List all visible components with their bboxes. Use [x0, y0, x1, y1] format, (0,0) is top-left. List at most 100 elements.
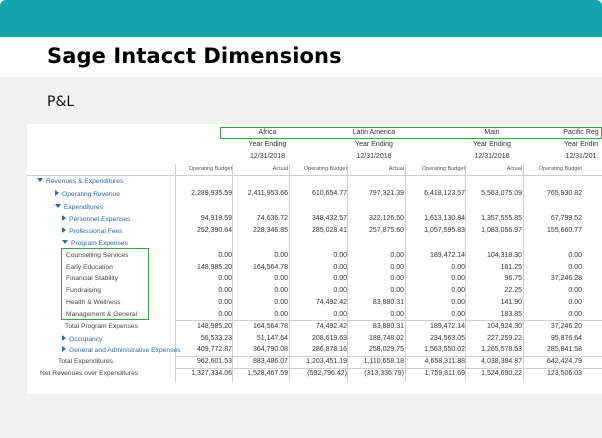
row-label-text: Early Education: [66, 264, 113, 271]
value-cell: 37,246.20: [550, 323, 582, 330]
column-divider: [347, 164, 348, 382]
value-cell: 155,660.77: [546, 227, 582, 234]
total-line: [175, 356, 602, 357]
value-cell: 161.25: [500, 264, 522, 271]
period-label: Year Ending: [473, 141, 511, 148]
value-cell: 0.00: [218, 287, 232, 294]
row-label-3[interactable]: Personnel Expenses: [62, 215, 130, 223]
value-cell: 74,636.72: [256, 215, 288, 222]
column-header: Actual: [506, 166, 522, 172]
collapse-icon[interactable]: [37, 178, 43, 182]
value-cell: 141.90: [500, 299, 522, 306]
period-label: Year Endin: [564, 141, 598, 148]
value-cell: 285,028.41: [311, 227, 347, 234]
value-cell: 0.00: [451, 287, 465, 294]
value-cell: 123,506.03: [546, 370, 582, 377]
row-label-1[interactable]: Operating Revenue: [55, 190, 120, 198]
row-label-9: Fundraising: [66, 287, 101, 294]
value-cell: 0.00: [333, 275, 347, 282]
value-cell: 83,880.31: [372, 299, 404, 306]
header-divider: [27, 175, 602, 176]
value-cell: 2,411,953.66: [247, 190, 288, 197]
row-label-text: Financial Stability: [66, 275, 119, 282]
value-cell: 5,563,075.09: [481, 190, 522, 197]
row-label-5[interactable]: Program Expenses: [62, 240, 128, 247]
value-cell: 610,654.77: [311, 190, 347, 197]
collapse-icon[interactable]: [62, 240, 68, 244]
period-label: Year Ending: [248, 141, 287, 148]
expand-icon[interactable]: [62, 215, 66, 221]
row-label-text: Occupancy: [69, 336, 103, 343]
value-cell: 148,985.20: [196, 264, 232, 271]
period-date: 12/31/2018: [474, 153, 510, 160]
value-cell: 228,346.85: [252, 227, 288, 234]
value-cell: 252,390.64: [196, 227, 232, 234]
expand-icon[interactable]: [62, 335, 66, 341]
value-cell: 348,432.57: [311, 215, 347, 222]
value-cell: 0.00: [451, 311, 465, 318]
value-cell: 183.85: [500, 311, 522, 318]
value-cell: 797,321.39: [368, 190, 404, 197]
value-cell: 0.00: [451, 264, 465, 271]
column-header: Operating Budget: [303, 166, 347, 172]
column-header: Actual: [272, 166, 288, 172]
row-label-10: Health & Wellness: [66, 299, 121, 306]
value-cell: 0.00: [333, 311, 347, 318]
total-line: [175, 320, 602, 321]
row-label-text: Total Expenditures: [58, 358, 114, 365]
row-label-text: Professional Fees: [69, 228, 123, 235]
value-cell: 227,259.22: [486, 335, 522, 342]
row-label-2[interactable]: Expenditures: [55, 204, 103, 211]
value-cell: 257,875.60: [368, 227, 404, 234]
value-cell: 1,563,550.02: [424, 346, 465, 353]
row-label-7: Early Education: [66, 264, 113, 271]
value-cell: 0.00: [218, 275, 232, 282]
row-label-8: Financial Stability: [66, 275, 118, 282]
expand-icon[interactable]: [62, 227, 66, 233]
value-cell: 83,880.31: [372, 323, 404, 330]
value-cell: 1,524,690.22: [481, 370, 522, 377]
value-cell: 74,492.42: [315, 323, 347, 330]
column-header: Operating Budget: [538, 166, 582, 172]
value-cell: 96.75: [504, 275, 522, 282]
row-label-12: Total Program Expenses: [65, 323, 138, 330]
value-cell: 1,528,467.59: [247, 370, 288, 377]
row-label-0[interactable]: Revenues & Expenditures: [37, 178, 123, 185]
row-label-text: Operating Revenue: [62, 191, 120, 198]
value-cell: 0.00: [333, 264, 347, 271]
row-label-6: Counselling Services: [66, 252, 128, 259]
value-cell: 0.00: [568, 287, 582, 294]
value-cell: 883,486.07: [252, 358, 288, 365]
value-cell: 0.00: [568, 311, 582, 318]
value-cell: 1,357,555.85: [481, 215, 522, 222]
value-cell: (313,336.79): [364, 370, 404, 377]
value-cell: 4,658,311.88: [424, 358, 465, 365]
row-label-13[interactable]: Occupancy: [62, 335, 102, 343]
value-cell: 0.00: [451, 275, 465, 282]
expand-icon[interactable]: [62, 346, 66, 352]
row-label-text: Personnel Expenses: [69, 216, 131, 223]
value-cell: 0.00: [274, 252, 288, 259]
value-cell: 409,772.87: [196, 346, 232, 353]
top-accent-bar: [0, 0, 602, 37]
value-cell: 1,083,056.97: [481, 227, 522, 234]
value-cell: 94,919.59: [200, 215, 232, 222]
value-cell: 2,289,935.59: [191, 190, 232, 197]
expand-icon[interactable]: [55, 190, 59, 196]
value-cell: 6,418,123.57: [424, 190, 465, 197]
page-title: Sage Intacct Dimensions: [47, 44, 342, 68]
value-cell: 0.00: [218, 299, 232, 306]
row-label-4[interactable]: Professional Fees: [62, 227, 123, 235]
row-label-14[interactable]: General and Administrative Expenses: [62, 346, 181, 354]
value-cell: 0.00: [274, 287, 288, 294]
column-divider: [523, 164, 524, 382]
value-cell: 234,563.05: [429, 335, 465, 342]
collapse-icon[interactable]: [55, 204, 61, 208]
total-line: [175, 368, 602, 369]
region-header: Latin America: [352, 129, 396, 136]
value-cell: 189,472.14: [429, 323, 465, 330]
period-date: 12/31/201: [565, 153, 597, 160]
value-cell: 0.00: [390, 275, 404, 282]
row-label-11: Management & General: [66, 311, 137, 318]
section-subtitle: P&L: [47, 94, 75, 110]
